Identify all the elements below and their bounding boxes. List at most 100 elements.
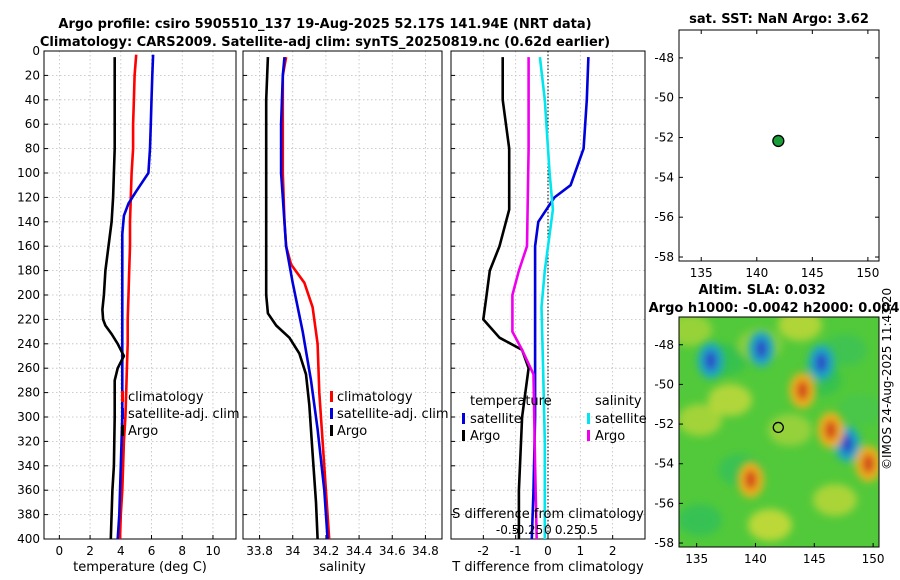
x-axis-label: salinity [319,560,366,575]
x-tick-label: 145 [803,552,826,566]
sla-texture-blob [813,484,857,516]
legend-item: Argo [470,429,500,444]
x-tick-label: 0 [544,544,552,558]
y-tick-label: 180 [17,264,40,278]
x-tick-label: 1 [577,544,585,558]
y-tick-label: -54 [654,170,674,184]
sst-map-panel: sat. SST: NaN Argo: 3.62 135 140 145 150 -48 -… [654,12,880,280]
argo-position-marker [772,134,785,148]
series-line-satellite-adj-clim [279,56,329,540]
series-line-satellite-adj-clim [116,54,155,540]
legend-item: satellite [470,412,522,427]
sla-map-frame [678,316,880,548]
sla-texture-blob [778,317,822,341]
x-tick-label: 34.6 [379,544,406,558]
x-tick-label: 34 [285,544,300,558]
x-tick-label: 34.2 [313,544,340,558]
legend-swatch [330,425,333,436]
series-line-argo [264,57,319,540]
y-tick-label: 120 [17,190,40,204]
sla-texture-blob [838,394,879,426]
sla-field [679,317,879,547]
legend-title-salinity: salinity [595,394,642,409]
x-axis-label: temperature (deg C) [73,560,207,575]
series-line-temperature-satellite [530,57,590,540]
series-line-climatology [118,54,138,540]
legend-swatch [587,413,590,424]
y-tick-label: -50 [654,91,674,105]
x-tick-label: 135 [690,266,713,280]
sla-anomalies [697,330,879,498]
x-tick-label: 0 [56,544,64,558]
y-tick-label: -48 [654,338,674,352]
x-tick-label: 34.4 [346,544,373,558]
sla-map-title-1: Altim. SLA: 0.032 [699,283,826,298]
legend-swatch [462,413,465,424]
y-tick-label: -52 [654,131,674,145]
y-tick-label: 400 [17,532,40,546]
y-tick-label: 380 [17,508,40,522]
sla-low-anomaly-core [755,338,768,359]
y-tick-label: 140 [17,215,40,229]
sla-high-anomaly-core [862,453,875,474]
y-tick-label: -54 [654,457,674,471]
x-tick-label: 135 [685,552,708,566]
y-tick-label: 240 [17,337,40,351]
temperature-panel: 0 2 4 6 8 10020406080100120140160180200220240… [17,44,240,575]
imos-watermark: ©IMOS 24-Aug-2025 11:43:20 [880,288,894,470]
x-tick-label: -1 [510,544,522,558]
sla-texture-blob [823,334,867,366]
y-tick-label: -56 [654,210,674,224]
y-tick-label: -48 [654,51,674,65]
legend-swatch [121,391,124,402]
x-axis-label: T difference from climatology [451,560,644,575]
y-tick-label: 300 [17,410,40,424]
x-tick-label: 140 [744,552,767,566]
y-tick-label: 80 [25,142,40,156]
y-tick-label: 0 [32,44,40,58]
top-tick-label: 0.25 [555,523,582,537]
legend-swatch [121,408,124,419]
legend-swatch [121,425,124,436]
y-tick-label: 280 [17,386,40,400]
top-tick-label: 0.5 [579,523,598,537]
sla-texture-blob [679,504,722,536]
y-tick-label: -50 [654,377,674,391]
sla-map-panel: Altim. SLA: 0.032 Argo h1000: -0.0042 h20… [649,283,900,566]
sla-low-anomaly-core [815,352,828,373]
x-tick-label: 2 [609,544,617,558]
top-tick-label: 0 [544,523,552,537]
y-tick-label: 360 [17,483,40,497]
title-line-2: Climatology: CARS2009. Satellite-adj cli… [40,35,610,50]
legend-swatch [462,430,465,441]
y-tick-label: 340 [17,459,40,473]
sla-high-anomaly-core [824,420,837,441]
y-tick-label: 160 [17,239,40,253]
x-tick-label: 6 [148,544,156,558]
legend-item: satellite-adj. clim [128,407,240,422]
title-line-1: Argo profile: csiro 5905510_137 19-Aug-2… [58,17,591,32]
sla-texture-blob [708,384,752,416]
legend-swatch [330,391,333,402]
x-tick-label: 145 [801,266,824,280]
top-tick-label: -0.25 [512,523,543,537]
sla-high-anomaly-core [796,380,809,401]
y-tick-label: 320 [17,434,40,448]
legend-swatch [587,430,590,441]
y-tick-label: 100 [17,166,40,180]
legend-item: Argo [595,429,625,444]
series-line-temperature-argo [481,57,530,539]
x-tick-label: 34.8 [412,544,439,558]
argo-position-marker [772,421,784,434]
y-tick-label: -58 [654,536,674,550]
y-tick-label: 20 [25,68,40,82]
y-tick-label: -52 [654,417,674,431]
x-tick-label: 150 [856,266,879,280]
salinity-panel: 33.8 34 34.2 34.4 34.6 34.8 salinity climatolog… [242,50,449,575]
x-tick-label: 140 [745,266,768,280]
sla-texture-blob [679,317,712,346]
series-line-salinity-satellite [538,56,555,539]
legend-item: Argo [337,424,367,439]
difference-panel: -2 -1 0 1 2 T difference from climatology temp… [450,50,647,575]
x-tick-label: -2 [477,544,489,558]
